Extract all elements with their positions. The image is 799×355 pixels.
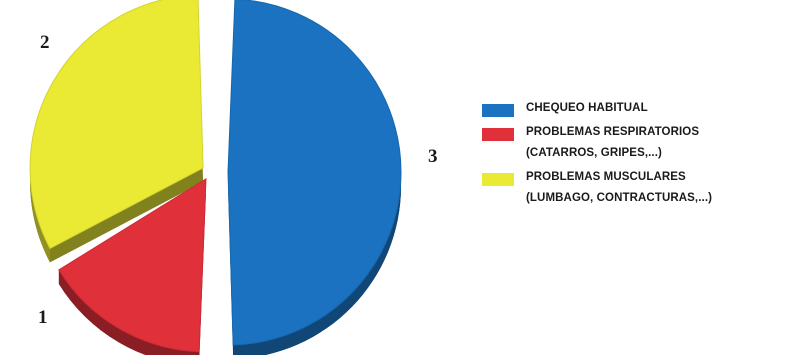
pie-slice-rim-2 xyxy=(58,269,200,355)
legend-item-respiratorios: PROBLEMAS RESPIRATORIOS (CATARROS, GRIPE… xyxy=(482,126,782,164)
legend-label-respiratorios: PROBLEMAS RESPIRATORIOS (CATARROS, GRIPE… xyxy=(526,126,700,159)
pie-slice-label-2: 1 xyxy=(38,307,48,328)
chart-legend: CHEQUEO HABITUAL PROBLEMAS RESPIRATORIOS… xyxy=(482,102,782,216)
pie-slice-label-3: 2 xyxy=(40,32,50,53)
pie-top-layer xyxy=(29,0,402,353)
pie-slice-labels: 3 1 2 xyxy=(38,32,438,328)
legend-swatch-musculares xyxy=(482,173,514,186)
pie-slice-label-1: 3 xyxy=(428,146,438,167)
legend-item-chequeo: CHEQUEO HABITUAL xyxy=(482,102,782,119)
legend-label-musculares: PROBLEMAS MUSCULARES (LUMBAGO, CONTRACTU… xyxy=(526,171,713,204)
legend-swatch-chequeo xyxy=(482,104,514,117)
legend-label-chequeo: CHEQUEO HABITUAL xyxy=(526,102,648,114)
pie-slice-3 xyxy=(29,0,204,250)
legend-item-musculares: PROBLEMAS MUSCULARES (LUMBAGO, CONTRACTU… xyxy=(482,171,782,209)
pie-slice-1 xyxy=(227,0,402,346)
legend-swatch-respiratorios xyxy=(482,128,514,141)
pie-slice-2 xyxy=(58,177,207,353)
